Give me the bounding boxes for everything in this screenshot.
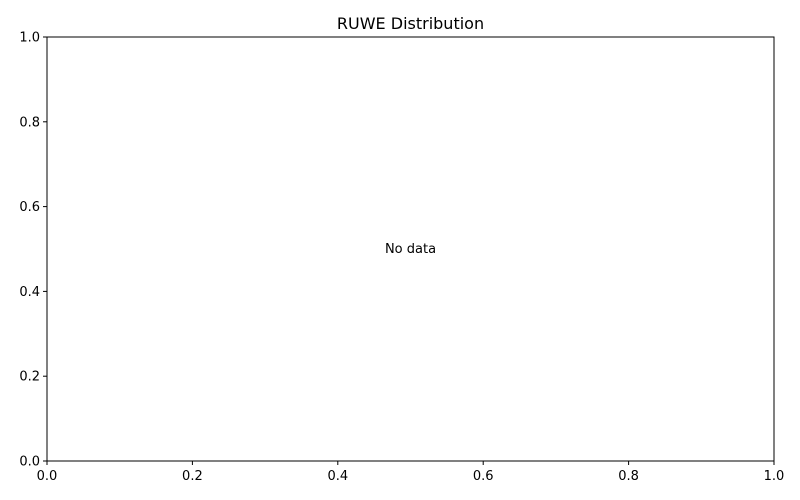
x-tick-label: 0.6 <box>473 469 494 484</box>
x-tick-label: 0.8 <box>618 469 639 484</box>
y-tick-label: 0.0 <box>19 455 40 470</box>
y-tick-label: 0.4 <box>19 285 40 300</box>
x-tick-label: 0.0 <box>37 469 58 484</box>
x-tick-label: 0.4 <box>327 469 348 484</box>
plot-frame <box>46 36 775 462</box>
y-tick-label: 0.8 <box>19 115 40 130</box>
chart-title: RUWE Distribution <box>337 14 484 33</box>
y-tick-label: 0.6 <box>19 200 40 215</box>
no-data-label: No data <box>385 242 436 257</box>
x-tick-label: 1.0 <box>764 469 785 484</box>
y-tick-label: 1.0 <box>19 31 40 46</box>
x-axis-ticks: 0.0 0.2 0.4 0.6 0.8 1.0 <box>37 461 785 484</box>
y-axis-ticks: 0.0 0.2 0.4 0.6 0.8 1.0 <box>19 31 47 470</box>
x-tick-label: 0.2 <box>182 469 203 484</box>
y-tick-label: 0.2 <box>19 370 40 385</box>
plot-area <box>47 37 774 461</box>
